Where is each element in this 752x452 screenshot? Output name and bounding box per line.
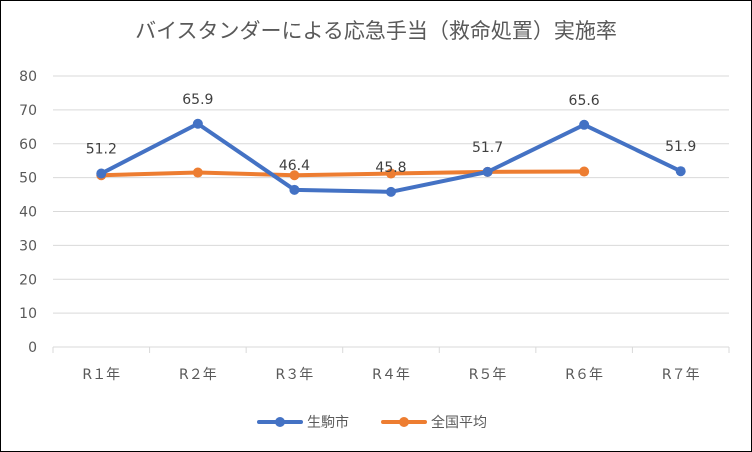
x-tick-label: R４年	[372, 367, 410, 383]
series-line-national	[99, 169, 587, 178]
x-tick-label: R２年	[179, 367, 217, 383]
data-label: 51.7	[472, 140, 503, 156]
y-tick-label: 50	[19, 171, 37, 187]
legend-label: 生駒市	[307, 414, 349, 431]
data-label: 45.8	[375, 160, 406, 176]
legend-marker	[399, 417, 409, 427]
data-point-national	[579, 166, 590, 177]
x-tick-label: R３年	[276, 367, 314, 383]
x-tick-label: R１年	[82, 367, 120, 383]
x-tick-label: R５年	[469, 367, 507, 383]
x-tick-label: R７年	[662, 367, 700, 383]
y-tick-label: 40	[19, 205, 37, 221]
data-point-city	[96, 168, 107, 179]
data-point-national	[192, 167, 203, 178]
y-tick-label: 20	[19, 272, 37, 288]
y-tick-label: 60	[19, 137, 37, 153]
series-line-city	[99, 121, 683, 194]
data-label: 65.6	[569, 93, 600, 109]
y-tick-label: 80	[19, 69, 37, 85]
data-label: 51.9	[665, 139, 696, 155]
legend-label: 全国平均	[431, 414, 487, 431]
data-label: 51.2	[86, 142, 117, 158]
data-point-city	[579, 119, 590, 130]
y-tick-label: 70	[19, 103, 37, 119]
data-point-national	[386, 168, 396, 179]
data-point-city	[482, 166, 493, 177]
data-label: 46.4	[279, 158, 310, 174]
chart-title: バイスタンダーによる応急手当（救命処置）実施率	[135, 19, 617, 43]
y-tick-label: 30	[19, 238, 37, 254]
data-point-city	[192, 118, 203, 129]
data-point-city	[386, 186, 396, 197]
data-label: 65.9	[182, 92, 213, 108]
data-point-national	[289, 170, 300, 181]
y-tick-label: 0	[28, 340, 37, 356]
y-tick-label: 10	[19, 306, 37, 322]
legend-marker	[275, 417, 285, 427]
data-point-city	[289, 184, 300, 195]
x-tick-label: R６年	[565, 367, 603, 383]
data-point-city	[675, 166, 686, 177]
